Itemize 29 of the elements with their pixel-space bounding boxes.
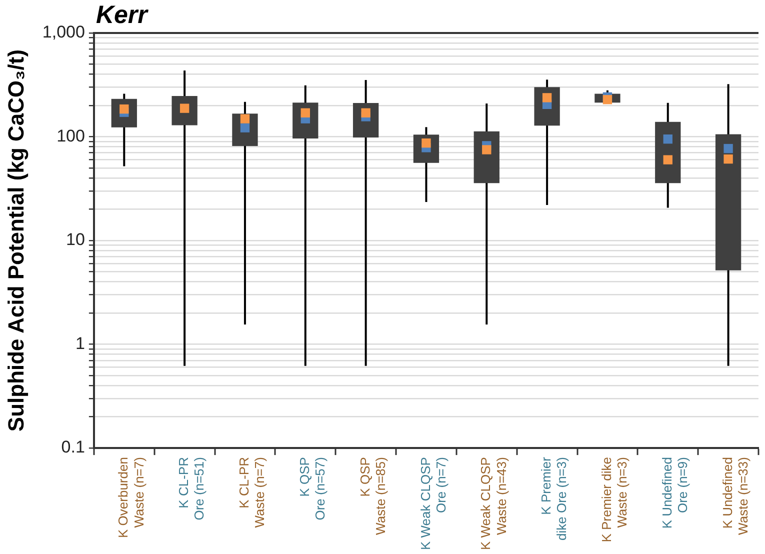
x-tick-label: K Premier dike Waste (n=3) [599,457,630,542]
y-tick-label: 1 [75,334,85,353]
point [724,154,733,164]
x-tick-label: K QSP Waste (n=85) [357,457,388,535]
x-tick-label: K Premier dike Ore (n=3) [538,456,570,540]
x-tick-label: K Undefined Ore (n=9) [659,457,690,529]
x-tick-label: K Weak CLQSP Waste (n=43) [478,457,509,550]
x-tick-label: K QSP Ore (n=57) [296,457,328,520]
point [724,144,733,154]
point [482,145,492,154]
x-tick-label: K Overburden Waste (n=7) [116,457,146,538]
point [240,114,250,124]
y-tick-label: 1,000 [42,22,85,42]
x-tick-label: K Weak CLQSP Ore (n=7) [418,457,448,550]
y-tick-label: 100 [56,126,85,146]
y-tick-label: 0.1 [61,438,85,457]
y-axis-title: Sulphide Acid Potential (kg CaCO₃/t) [3,49,28,432]
x-tick-label: K CL-PR Ore (n=51) [176,457,207,520]
x-tick-label: K CL-PR Waste (n=7) [236,457,268,528]
point [663,134,672,144]
point [602,95,612,104]
point [542,93,552,102]
point [300,108,310,118]
point [663,155,672,164]
point [361,108,370,118]
y-tick-label: 10 [66,230,85,250]
x-tick-label: K Undefined Waste (n=33) [720,457,750,535]
chart-title: Kerr [96,1,149,29]
point [422,138,431,148]
